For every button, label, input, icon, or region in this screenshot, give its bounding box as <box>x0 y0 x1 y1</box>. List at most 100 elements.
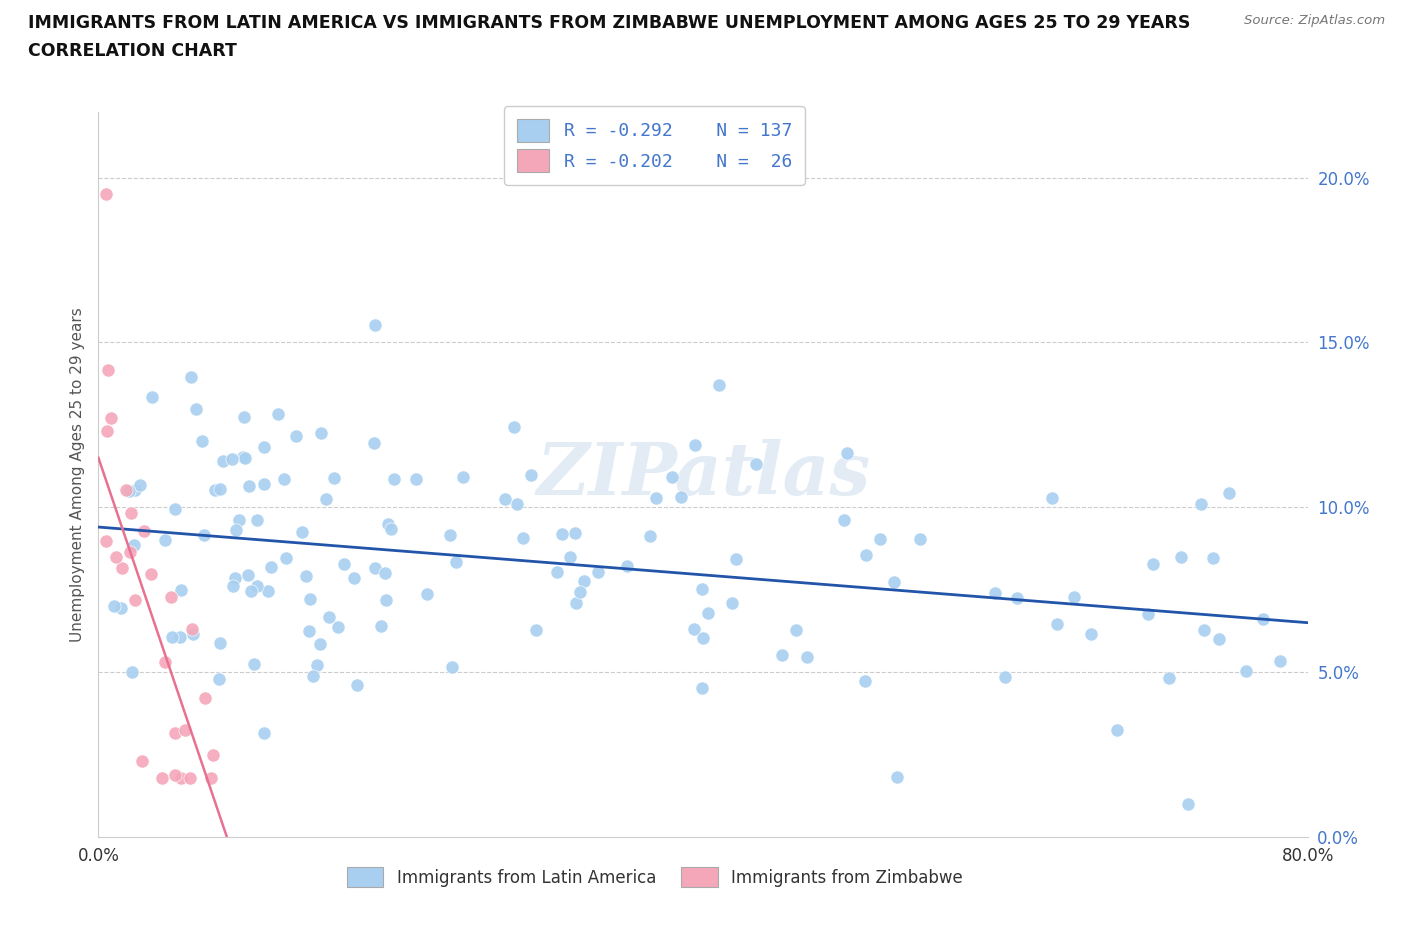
Immigrants from Zimbabwe <box>118 544 141 559</box>
Immigrants from Zimbabwe <box>111 561 134 576</box>
Immigrants from Latin America <box>744 457 766 472</box>
Immigrants from Latin America <box>224 571 246 586</box>
Immigrants from Zimbabwe <box>160 590 183 604</box>
Immigrants from Latin America <box>669 489 692 504</box>
Immigrants from Latin America <box>908 531 931 546</box>
Immigrants from Latin America <box>638 528 661 543</box>
Y-axis label: Unemployment Among Ages 25 to 29 years: Unemployment Among Ages 25 to 29 years <box>69 307 84 642</box>
Immigrants from Latin America <box>253 439 276 454</box>
Immigrants from Latin America <box>1208 631 1230 646</box>
Immigrants from Latin America <box>661 470 683 485</box>
Immigrants from Latin America <box>273 472 295 486</box>
Immigrants from Zimbabwe <box>115 483 138 498</box>
Immigrants from Latin America <box>616 558 638 573</box>
Immigrants from Latin America <box>1005 591 1028 605</box>
Immigrants from Latin America <box>191 434 214 449</box>
Immigrants from Zimbabwe <box>131 753 153 768</box>
Immigrants from Latin America <box>253 477 276 492</box>
Immigrants from Latin America <box>103 599 125 614</box>
Immigrants from Latin America <box>243 657 266 671</box>
Immigrants from Latin America <box>186 401 208 416</box>
Immigrants from Latin America <box>574 573 596 588</box>
Immigrants from Latin America <box>1142 556 1164 571</box>
Immigrants from Latin America <box>375 592 398 607</box>
Immigrants from Latin America <box>274 551 297 565</box>
Immigrants from Latin America <box>1170 550 1192 565</box>
Immigrants from Latin America <box>644 490 666 505</box>
Immigrants from Zimbabwe <box>200 770 222 785</box>
Immigrants from Latin America <box>307 658 329 672</box>
Text: Source: ZipAtlas.com: Source: ZipAtlas.com <box>1244 14 1385 27</box>
Immigrants from Zimbabwe <box>179 770 201 785</box>
Immigrants from Zimbabwe <box>165 725 187 740</box>
Immigrants from Zimbabwe <box>94 187 117 202</box>
Immigrants from Latin America <box>796 649 818 664</box>
Immigrants from Latin America <box>1177 797 1199 812</box>
Immigrants from Zimbabwe <box>105 550 128 565</box>
Immigrants from Latin America <box>547 565 569 579</box>
Immigrants from Latin America <box>785 622 807 637</box>
Immigrants from Zimbabwe <box>120 505 142 520</box>
Immigrants from Latin America <box>558 550 581 565</box>
Immigrants from Latin America <box>1046 617 1069 631</box>
Immigrants from Latin America <box>209 636 232 651</box>
Immigrants from Latin America <box>569 584 592 599</box>
Immigrants from Latin America <box>236 567 259 582</box>
Immigrants from Latin America <box>141 390 163 405</box>
Immigrants from Latin America <box>690 680 713 695</box>
Immigrants from Latin America <box>315 492 337 507</box>
Immigrants from Latin America <box>1202 551 1225 565</box>
Immigrants from Zimbabwe <box>202 748 225 763</box>
Immigrants from Latin America <box>441 659 464 674</box>
Immigrants from Latin America <box>1137 606 1160 621</box>
Immigrants from Latin America <box>118 484 141 498</box>
Immigrants from Latin America <box>260 560 283 575</box>
Immigrants from Latin America <box>267 406 290 421</box>
Immigrants from Latin America <box>253 725 276 740</box>
Immigrants from Latin America <box>284 429 307 444</box>
Immigrants from Latin America <box>239 584 262 599</box>
Immigrants from Latin America <box>1063 590 1085 604</box>
Immigrants from Latin America <box>1234 664 1257 679</box>
Immigrants from Latin America <box>380 522 402 537</box>
Immigrants from Zimbabwe <box>96 533 118 548</box>
Immigrants from Latin America <box>1040 490 1063 505</box>
Immigrants from Latin America <box>1080 627 1102 642</box>
Immigrants from Latin America <box>374 565 396 580</box>
Immigrants from Latin America <box>1268 654 1291 669</box>
Immigrants from Latin America <box>169 630 191 644</box>
Immigrants from Latin America <box>855 548 877 563</box>
Immigrants from Latin America <box>121 665 143 680</box>
Immigrants from Latin America <box>221 578 243 593</box>
Immigrants from Latin America <box>291 525 314 539</box>
Immigrants from Latin America <box>346 677 368 692</box>
Immigrants from Latin America <box>446 554 468 569</box>
Immigrants from Latin America <box>855 674 877 689</box>
Immigrants from Latin America <box>204 483 226 498</box>
Immigrants from Latin America <box>323 471 346 485</box>
Text: CORRELATION CHART: CORRELATION CHART <box>28 42 238 60</box>
Immigrants from Latin America <box>724 551 747 566</box>
Immigrants from Latin America <box>297 624 319 639</box>
Immigrants from Zimbabwe <box>124 592 146 607</box>
Immigrants from Latin America <box>208 482 231 497</box>
Immigrants from Latin America <box>869 532 891 547</box>
Immigrants from Latin America <box>363 435 385 450</box>
Immigrants from Latin America <box>343 571 366 586</box>
Immigrants from Zimbabwe <box>100 410 122 425</box>
Immigrants from Zimbabwe <box>150 770 173 785</box>
Immigrants from Latin America <box>506 497 529 512</box>
Immigrants from Latin America <box>181 627 204 642</box>
Immigrants from Latin America <box>110 601 132 616</box>
Immigrants from Latin America <box>1189 497 1212 512</box>
Immigrants from Latin America <box>551 526 574 541</box>
Immigrants from Latin America <box>690 581 713 596</box>
Immigrants from Latin America <box>683 437 706 452</box>
Immigrants from Latin America <box>129 477 152 492</box>
Immigrants from Latin America <box>519 467 541 482</box>
Immigrants from Latin America <box>1194 622 1216 637</box>
Immigrants from Latin America <box>225 523 247 538</box>
Immigrants from Latin America <box>318 610 340 625</box>
Immigrants from Latin America <box>212 453 235 468</box>
Immigrants from Latin America <box>451 470 474 485</box>
